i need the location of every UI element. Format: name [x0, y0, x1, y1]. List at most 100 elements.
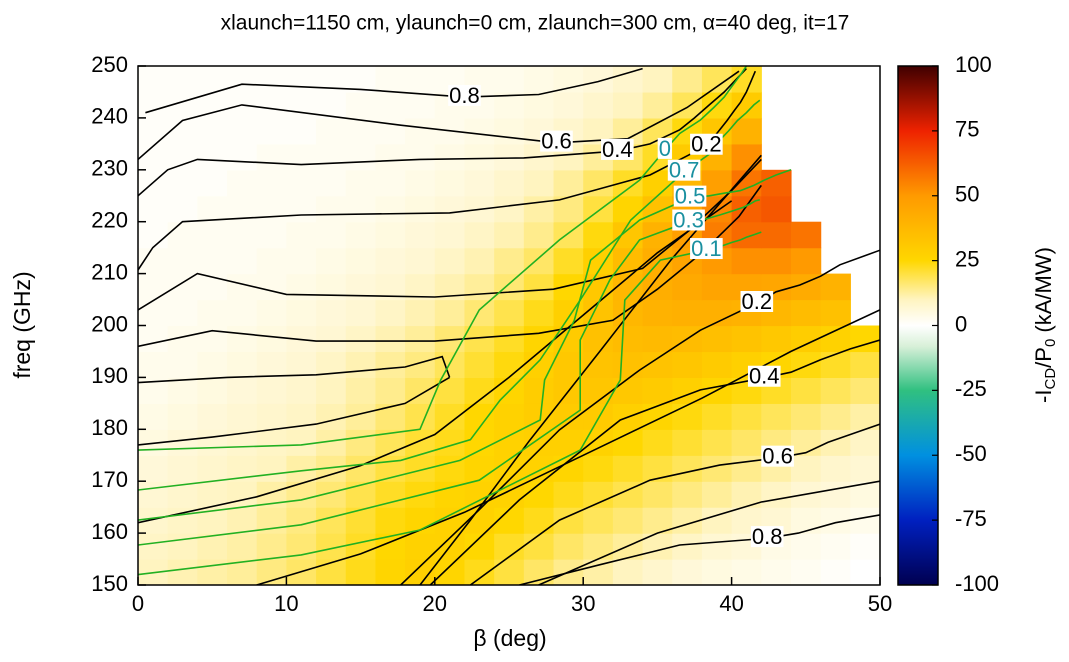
heatmap-cell — [820, 455, 851, 482]
heatmap-cell — [138, 66, 169, 93]
heatmap-cell — [167, 429, 198, 456]
contour-label: 0.1 — [691, 236, 722, 261]
x-tick-label: 0 — [132, 591, 144, 616]
heatmap-cell — [583, 403, 614, 430]
heatmap-cell — [464, 273, 495, 301]
heatmap-cell — [494, 351, 525, 378]
heatmap-cell — [434, 559, 466, 585]
contour-label: 0.2 — [742, 289, 773, 314]
heatmap-cell — [523, 559, 555, 585]
contour-label: 0.5 — [675, 184, 706, 209]
contour-label: 0.6 — [541, 129, 572, 154]
heatmap-cell — [375, 559, 406, 585]
heatmap-cell — [227, 507, 258, 534]
heatmap-cell — [820, 351, 851, 378]
contour-line — [538, 480, 880, 585]
heatmap-cell — [464, 117, 495, 145]
colorbar-tick-label: -50 — [955, 441, 987, 466]
heatmap-cell — [494, 559, 525, 585]
heatmap-cell — [167, 533, 198, 560]
x-axis-label: β (deg) — [473, 625, 546, 651]
heatmap-cell — [523, 351, 555, 378]
contour-label-bg — [448, 84, 481, 106]
heatmap-cell — [167, 377, 198, 404]
heatmap-cell — [612, 299, 644, 327]
heatmap-cell — [583, 455, 614, 482]
colorbar-label-part: -I — [1031, 390, 1056, 403]
heatmap-cell — [138, 481, 169, 508]
heatmap-cell — [345, 325, 377, 353]
heatmap-cell — [731, 455, 762, 482]
colorbar — [897, 65, 939, 586]
heatmap-cell — [434, 455, 466, 482]
heatmap-cell — [612, 377, 644, 404]
heatmap-cell — [612, 507, 644, 534]
heatmap-cell — [316, 299, 347, 327]
heatmap-cell — [731, 247, 762, 275]
heatmap-cell — [850, 377, 880, 404]
heatmap-cell — [286, 429, 317, 456]
heatmap-cell — [405, 169, 436, 197]
heatmap-cell — [227, 403, 258, 430]
heatmap-cell — [256, 195, 287, 223]
y-tick-label: 170 — [91, 467, 128, 492]
colorbar-tick-label: 25 — [955, 246, 979, 271]
colorbar-label: -ICD/P0 (kA/MW) — [1031, 247, 1059, 403]
y-tick-label: 230 — [91, 156, 128, 181]
heatmap-cell — [286, 143, 317, 171]
heatmap-cell — [345, 221, 377, 249]
contour-label: 0.8 — [449, 83, 480, 108]
colorbar-tick-label: -25 — [955, 376, 987, 401]
heatmap-cell — [405, 533, 436, 560]
heatmap-cell — [138, 273, 169, 301]
contour-label-bg — [673, 185, 707, 207]
heatmap-cell — [583, 325, 614, 353]
heatmap-cell — [464, 169, 495, 197]
heatmap-cell — [138, 143, 169, 171]
heatmap-cell — [316, 325, 347, 353]
colorbar-tick-label: 100 — [955, 52, 992, 77]
heatmap-cell — [761, 247, 792, 275]
heatmap-cell — [316, 403, 347, 430]
heatmap-cell — [138, 351, 169, 378]
heatmap-cell — [494, 195, 525, 223]
heatmap-cell — [227, 325, 258, 353]
heatmap-cell — [167, 169, 198, 197]
heatmap-cell — [820, 533, 851, 560]
heatmap-cell — [642, 299, 673, 327]
heatmap-cell — [167, 247, 198, 275]
heatmap-cell — [197, 221, 228, 249]
heatmap-cell — [256, 143, 287, 171]
heatmap-cell — [405, 403, 436, 430]
heatmap-cell — [642, 66, 673, 93]
heatmap-cell — [227, 247, 258, 275]
heatmap-cell — [138, 91, 169, 119]
heatmap-cell — [345, 66, 377, 93]
heatmap-cell — [345, 117, 377, 145]
heatmap-cell — [494, 247, 525, 275]
heatmap-cell — [761, 195, 792, 223]
heatmap-cell — [286, 195, 317, 223]
heatmap-cell — [227, 221, 258, 249]
heatmap-cell — [227, 66, 258, 93]
heatmap-cell — [612, 91, 644, 119]
heatmap-cell — [316, 221, 347, 249]
y-tick-label: 220 — [91, 208, 128, 233]
heatmap-cell — [375, 481, 406, 508]
contour-label-bg — [601, 138, 634, 160]
heatmap-cell — [494, 325, 525, 353]
contour-line — [138, 70, 740, 161]
heatmap-cell — [197, 481, 228, 508]
heatmap-cell — [286, 273, 317, 301]
heatmap-cell — [820, 299, 851, 327]
y-tick-label: 160 — [91, 519, 128, 544]
contour-label-bg — [750, 526, 784, 548]
heatmap-cell — [345, 429, 377, 456]
heatmap-cell — [138, 247, 169, 275]
y-tick-label: 180 — [91, 415, 128, 440]
heatmap-cell — [256, 455, 287, 482]
heatmap-cell — [672, 273, 703, 301]
heatmap-cell — [523, 455, 555, 482]
heatmap-cell — [167, 273, 198, 301]
